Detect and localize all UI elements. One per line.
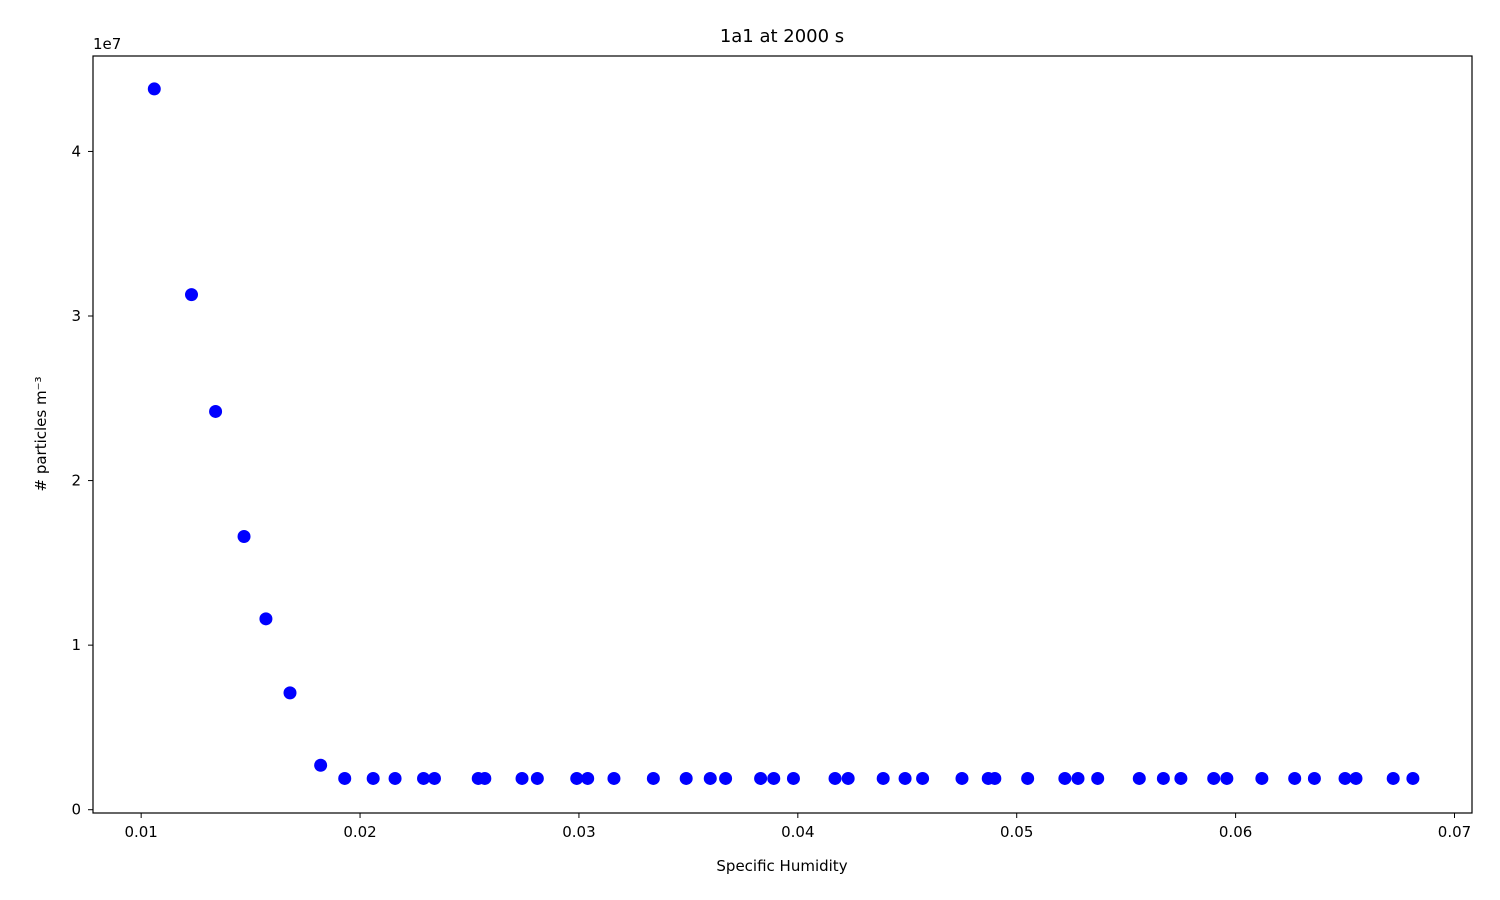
data-point [1071,771,1085,785]
data-point [767,771,781,785]
data-point [1207,771,1221,785]
data-point [314,758,328,772]
x-tick-label: 0.05 [1000,823,1033,841]
data-point [1255,771,1269,785]
data-point [916,771,930,785]
y-tick-label: 3 [71,307,81,325]
data-point [147,82,161,96]
y-offset-label: 1e7 [93,35,121,53]
data-point [209,404,223,418]
data-point [828,771,842,785]
data-point [1307,771,1321,785]
x-tick-label: 0.07 [1438,823,1471,841]
data-point [988,771,1002,785]
data-point [876,771,890,785]
y-axis-label: # particles m⁻³ [32,376,50,491]
data-point [898,771,912,785]
data-point [646,771,660,785]
data-point [1021,771,1035,785]
data-point [1091,771,1105,785]
data-point [417,771,431,785]
data-point [338,771,352,785]
y-tick-label: 2 [71,472,81,490]
data-points [147,82,1420,785]
y-tick-label: 0 [71,801,81,819]
data-point [703,771,717,785]
data-point [1338,771,1352,785]
data-point [754,771,768,785]
x-axis-label: Specific Humidity [716,857,847,875]
data-point [1288,771,1302,785]
y-axis-ticks: 0 1 2 3 4 [71,142,93,819]
data-point [786,771,800,785]
x-axis-ticks: 0.01 0.02 0.03 0.04 0.05 0.06 0.07 [124,813,1471,841]
data-point [570,771,584,785]
data-point [1406,771,1420,785]
data-point [478,771,492,785]
data-point [719,771,733,785]
data-point [366,771,380,785]
y-tick-label: 1 [71,636,81,654]
data-point [283,686,297,700]
data-point [1132,771,1146,785]
x-tick-label: 0.03 [562,823,595,841]
data-point [530,771,544,785]
data-point [427,771,441,785]
data-point [515,771,529,785]
data-point [237,530,251,544]
data-point [388,771,402,785]
plot-frame [92,55,1473,814]
data-point [185,288,198,302]
data-point [955,771,969,785]
data-point [1156,771,1170,785]
data-point [1349,771,1363,785]
data-point [259,612,273,626]
data-point [1220,771,1234,785]
x-tick-label: 0.04 [781,823,814,841]
chart-title: 1a1 at 2000 s [720,26,844,47]
x-tick-label: 0.01 [124,823,157,841]
data-point [1386,771,1400,785]
x-tick-label: 0.02 [343,823,376,841]
data-point [1058,771,1072,785]
data-point [679,771,693,785]
x-tick-label: 0.06 [1219,823,1252,841]
data-point [607,771,621,785]
data-point [1174,771,1188,785]
y-tick-label: 4 [71,142,81,160]
data-point [581,771,595,785]
data-point [841,771,855,785]
